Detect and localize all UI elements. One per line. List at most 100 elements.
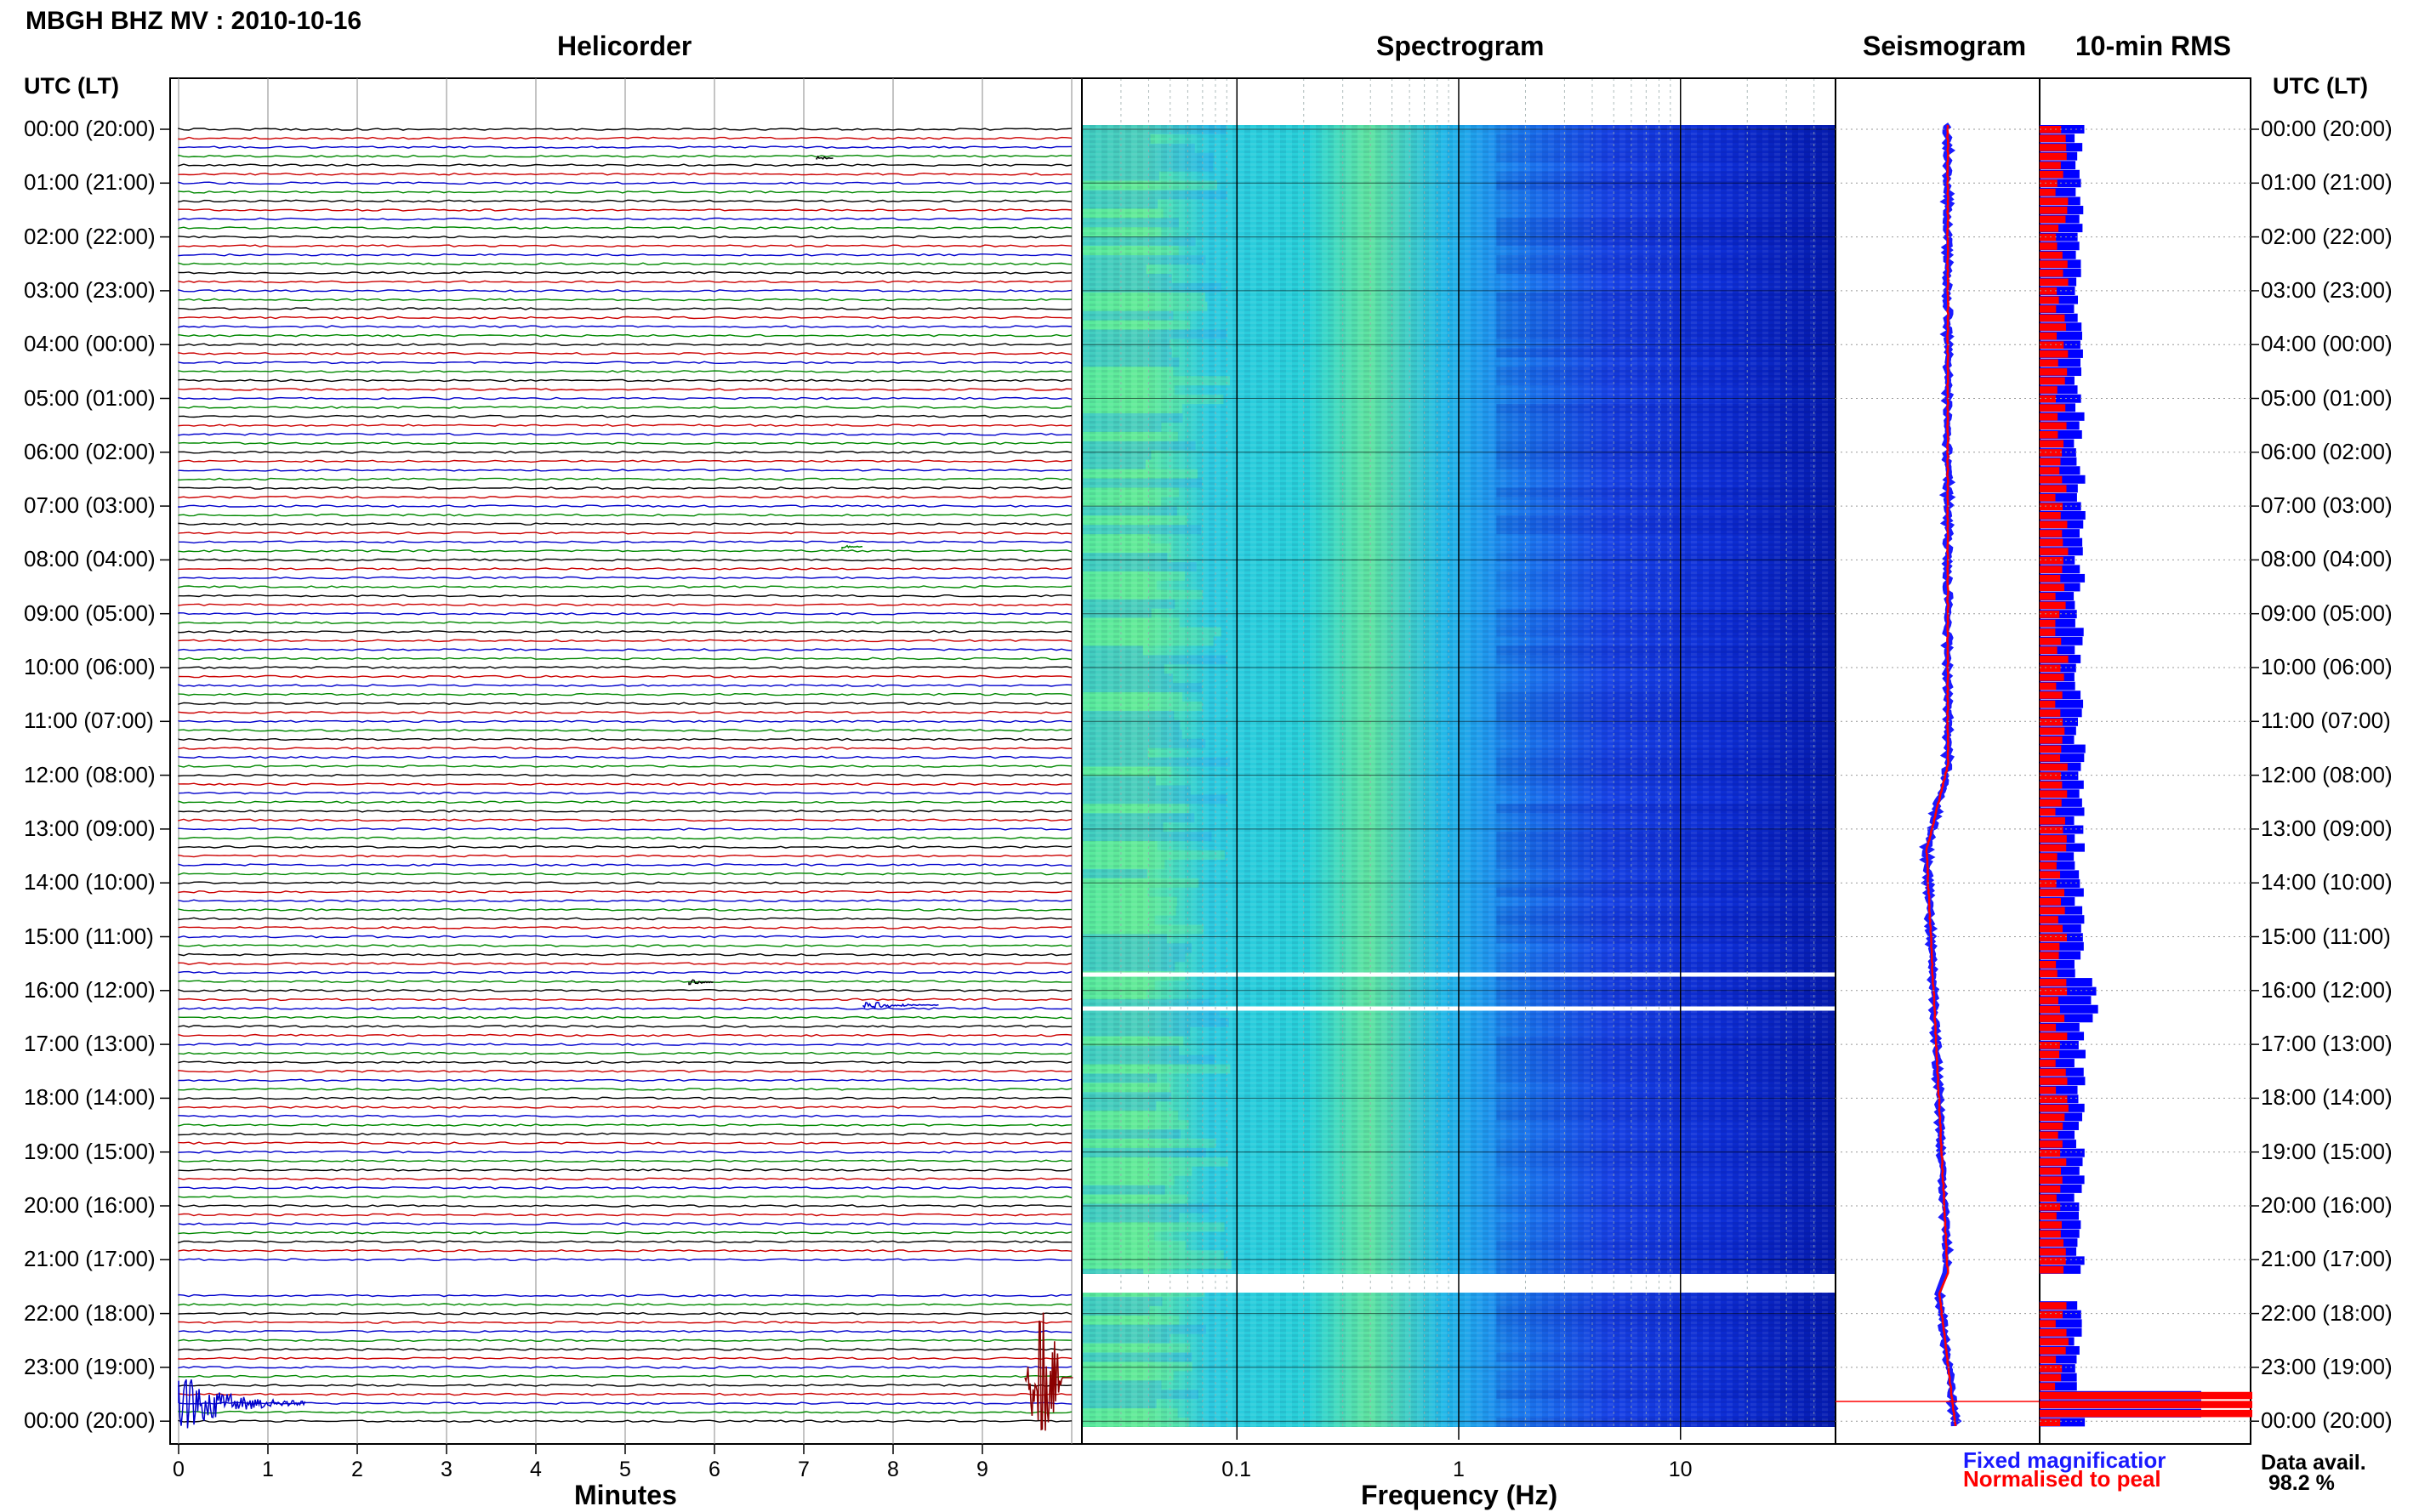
rms-bar-normalised	[2040, 520, 2068, 529]
helicorder-trace	[178, 629, 1073, 634]
rms-bar-normalised	[2040, 1401, 2252, 1408]
helicorder-x-tick: 6	[709, 1458, 720, 1481]
rms-bar-fixed	[2040, 1022, 2080, 1032]
rms-bar-normalised	[2040, 134, 2066, 143]
time-label: 14:00 (10:00)	[24, 869, 156, 895]
time-label: 13:00 (09:00)	[24, 815, 156, 841]
helicorder-trace	[178, 388, 1073, 391]
rms-bar-fixed	[2040, 1085, 2078, 1094]
helicorder-trace	[178, 226, 1073, 230]
helicorder-trace	[178, 477, 1073, 481]
rms-bar-normalised	[2040, 430, 2058, 439]
helicorder-trace	[178, 603, 1073, 606]
rms-bar-normalised	[2040, 1050, 2060, 1059]
helicorder-trace	[178, 1321, 1073, 1324]
rms-bar-fixed	[2040, 1184, 2082, 1193]
rms-bar-normalised	[2040, 287, 2058, 295]
rms-bar-normalised	[2040, 871, 2061, 878]
helicorder-trace	[178, 935, 1073, 939]
rms-bar-normalised	[2040, 1310, 2063, 1319]
helicorder-trace	[178, 998, 1073, 1002]
time-label: 19:00 (15:00)	[2261, 1138, 2393, 1164]
rms-bar-normalised	[2040, 152, 2067, 161]
rms-bar-fixed	[2040, 385, 2078, 395]
time-label: 09:00 (05:00)	[24, 600, 156, 626]
helicorder-x-tick: 4	[530, 1458, 542, 1481]
rms-bar-normalised	[2040, 682, 2057, 691]
helicorder-trace	[178, 172, 1073, 176]
helicorder-trace	[178, 1132, 1073, 1136]
rms-bar-fixed	[2040, 287, 2075, 296]
rms-bar-normalised	[2040, 386, 2058, 394]
helicorder-trace	[178, 190, 1073, 194]
seismic-event	[688, 979, 714, 986]
rms-bar-normalised	[2040, 225, 2059, 232]
helicorder-trace	[178, 1240, 1073, 1244]
rms-bar-normalised	[2040, 889, 2065, 897]
helicorder-trace	[178, 710, 1073, 714]
seismogram-trace	[1925, 124, 1957, 1427]
rms-bar-normalised	[2040, 799, 2062, 807]
time-label: 09:00 (05:00)	[2261, 600, 2393, 626]
rms-bar-normalised	[2040, 1032, 2068, 1040]
rms-bar-fixed	[2040, 242, 2080, 251]
helicorder-trace	[178, 611, 1073, 616]
helicorder-trace	[178, 1293, 1073, 1298]
helicorder-trace	[178, 1204, 1072, 1208]
helicorder-trace	[178, 818, 1073, 822]
rms-bar-normalised	[2040, 628, 2056, 636]
helicorder-trace	[178, 1384, 1073, 1387]
rms-bar-normalised	[2040, 368, 2068, 376]
time-label: 00:00 (20:00)	[2261, 1407, 2393, 1434]
rms-bar-normalised	[2040, 1328, 2067, 1337]
time-label: 22:00 (18:00)	[24, 1299, 156, 1326]
helicorder-trace	[178, 1410, 1073, 1414]
rms-bar-fixed	[2040, 807, 2085, 816]
rms-bar-normalised	[2040, 475, 2063, 484]
rms-bar-fixed	[2040, 681, 2075, 691]
helicorder-title: Helicorder	[557, 31, 692, 61]
helicorder-trace	[178, 1347, 1073, 1351]
helicorder-trace	[178, 702, 1072, 706]
rms-bar-normalised	[2040, 1068, 2066, 1077]
helicorder-trace	[178, 459, 1073, 463]
rms-bar-normalised	[2040, 808, 2056, 816]
time-label: 11:00 (07:00)	[2261, 708, 2391, 734]
seismic-event	[841, 544, 863, 550]
rms-bar-normalised	[2040, 1265, 2064, 1274]
time-label: 11:00 (07:00)	[24, 708, 154, 734]
rms-bar-normalised	[2040, 197, 2069, 206]
rms-bar-normalised	[2040, 736, 2063, 744]
rms-bar-normalised	[2040, 179, 2058, 187]
rms-bar-fixed	[2040, 412, 2085, 421]
rms-bar-fixed	[2040, 959, 2075, 969]
time-label: 02:00 (22:00)	[2261, 223, 2393, 249]
rms-bar-fixed	[2040, 878, 2080, 888]
helicorder-trace	[178, 1159, 1073, 1163]
time-label: 12:00 (08:00)	[2261, 761, 2393, 787]
rms-panel	[2039, 77, 2252, 1445]
time-label: 03:00 (23:00)	[24, 276, 156, 303]
rms-bar-fixed	[2040, 224, 2083, 233]
rms-bar-normalised	[2040, 960, 2057, 969]
helicorder-trace	[178, 396, 1073, 401]
rms-bar-fixed	[2040, 466, 2080, 475]
rms-bar-fixed	[2040, 1418, 2086, 1427]
rms-bar-normalised	[2040, 898, 2062, 906]
helicorder-trace	[178, 926, 1073, 929]
rms-bar-normalised	[2040, 664, 2061, 673]
rms-bar-normalised	[2040, 556, 2063, 565]
rms-bar-fixed	[2040, 125, 2085, 134]
rms-bar-normalised	[2040, 458, 2061, 466]
helicorder-trace	[178, 154, 1073, 158]
time-label: 03:00 (23:00)	[2261, 276, 2393, 303]
time-label: 07:00 (03:00)	[24, 492, 156, 519]
helicorder-trace	[178, 298, 1073, 302]
helicorder-trace	[178, 692, 1073, 696]
helicorder-trace	[178, 1106, 1073, 1109]
rms-bar-normalised	[2040, 790, 2068, 798]
rms-bar-normalised	[2040, 1203, 2061, 1211]
helicorder-trace	[178, 639, 1073, 643]
rms-bar-normalised	[2040, 691, 2063, 699]
